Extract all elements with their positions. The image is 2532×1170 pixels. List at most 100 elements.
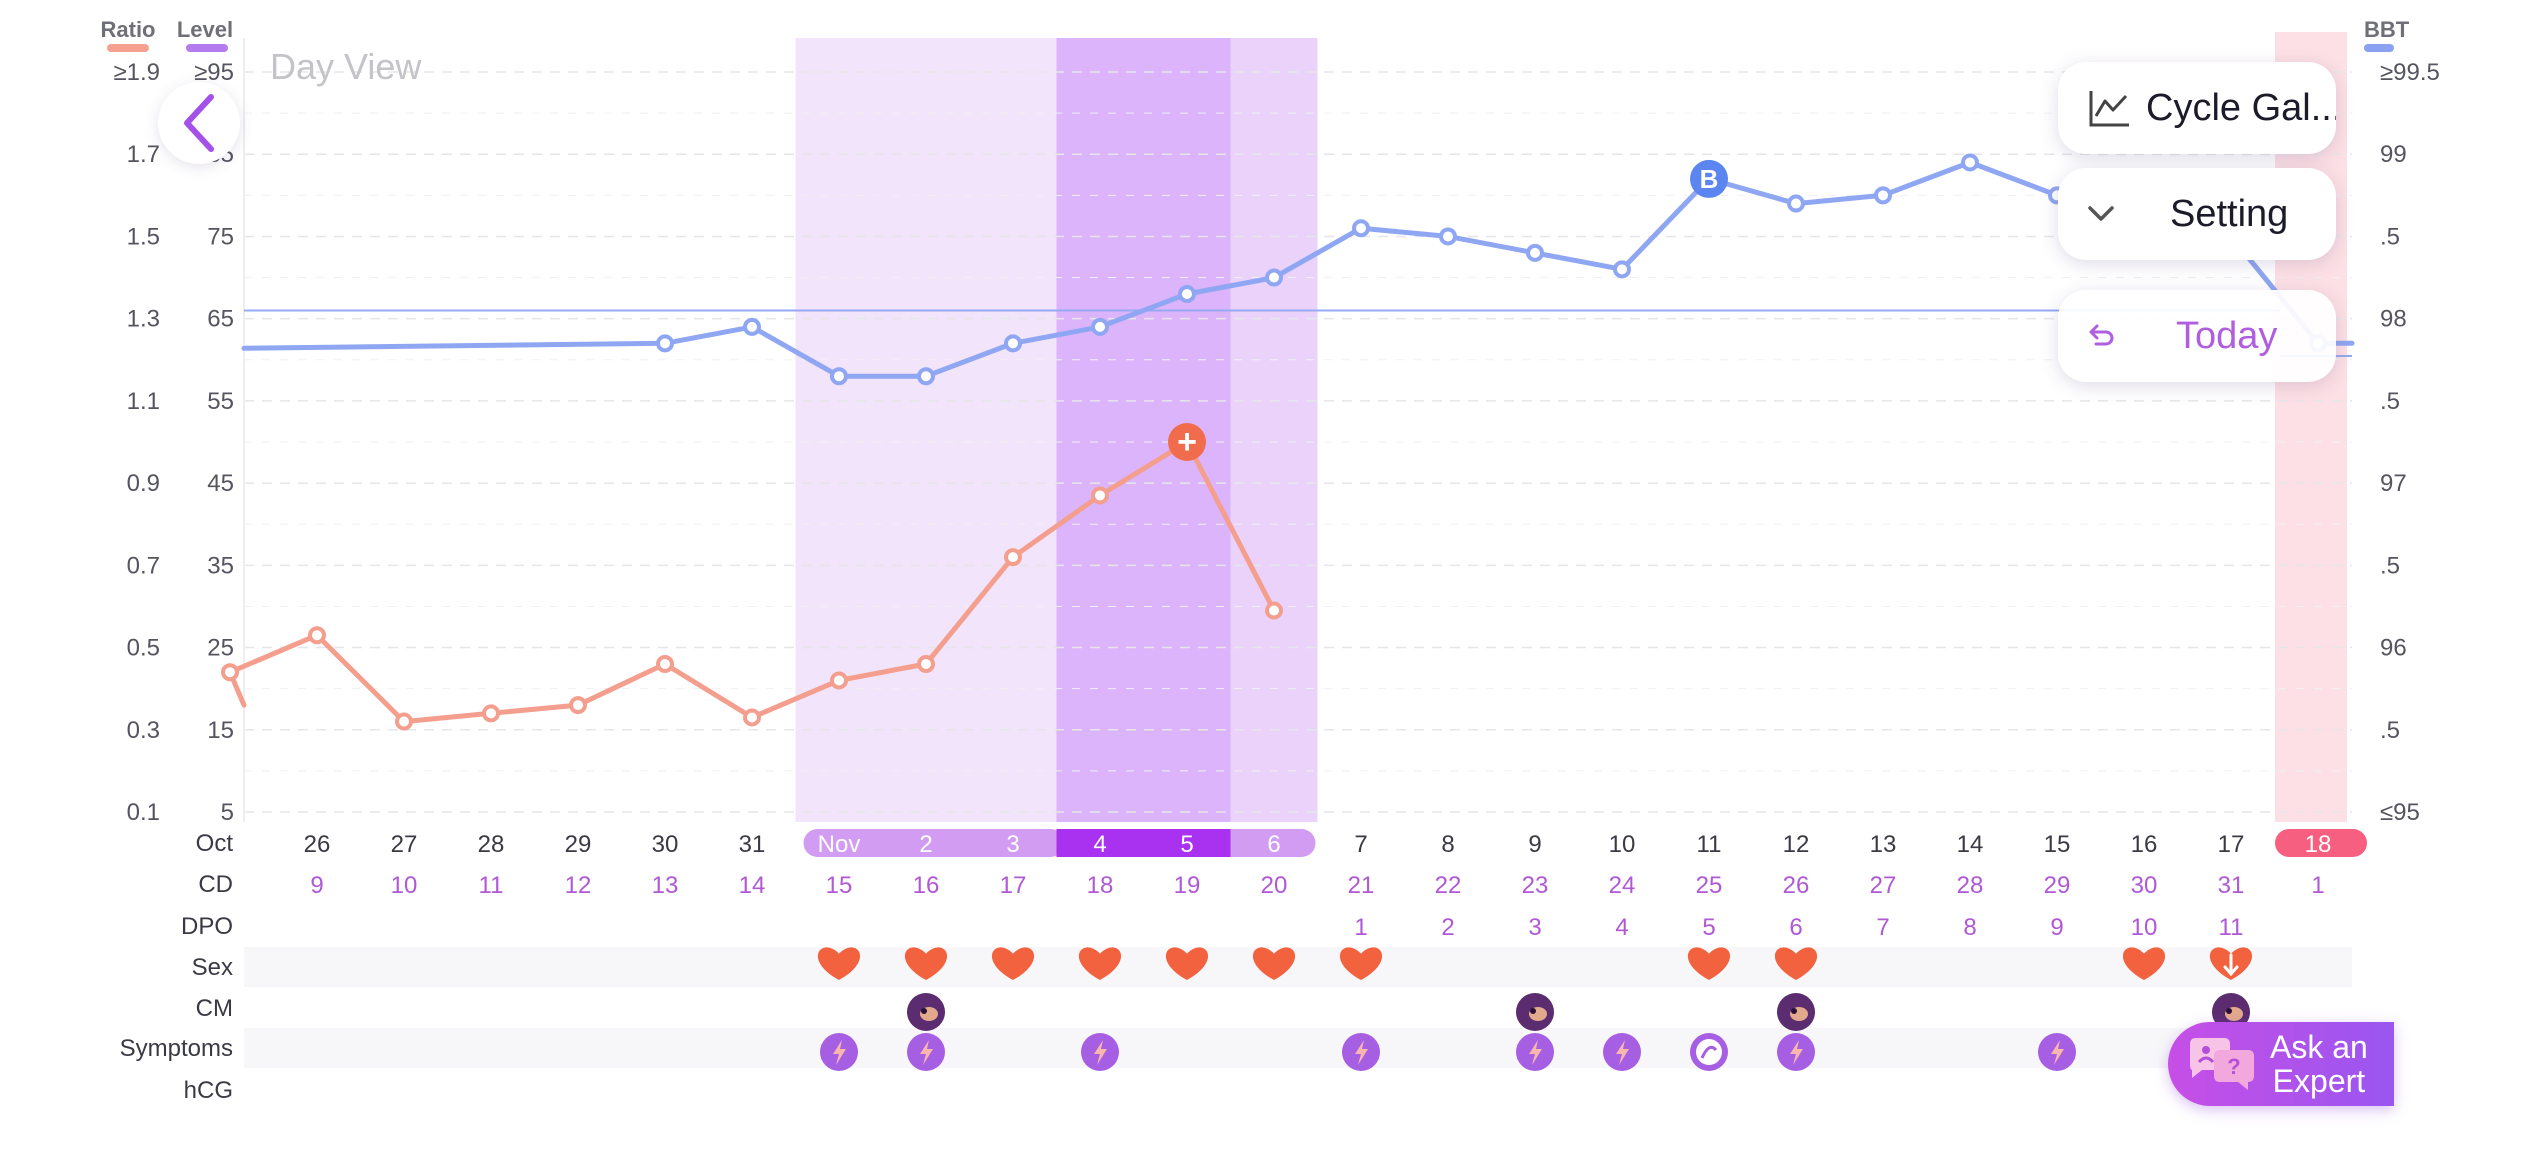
date-label: 29 [565,831,592,858]
cycle-day-label: 31 [2218,872,2245,899]
date-label: Nov [818,831,861,858]
dpo-label: 5 [1702,914,1715,941]
symptom-bolt-icon [1355,1040,1368,1065]
level-tick-label: 65 [207,306,234,333]
heart-icon [1165,947,1209,980]
date-label: 17 [2218,831,2245,858]
cycle-day-label: 21 [1348,872,1375,899]
level-point [917,655,935,673]
level-tick-label: 15 [207,717,234,744]
dpo-label: 6 [1789,914,1802,941]
level-point [656,655,674,673]
level-point [1091,486,1109,505]
cervical-mucus-icon-dot [1530,1008,1536,1014]
cycle-day-label: 17 [1000,872,1027,899]
ratio-key-swatch [107,44,149,52]
ask-expert-button[interactable]: ? Ask an Expert [2168,1022,2394,1106]
cycle-day-label: 29 [2044,872,2071,899]
heart-icon [1687,947,1731,980]
cycle-day-label: 12 [565,872,592,899]
row-label-1: CD [198,871,233,898]
bbt-tick-label: ≤95 [2380,799,2420,826]
symptom-icon-inner [1696,1039,1722,1065]
dpo-label: 3 [1528,914,1541,941]
bbt-point [830,367,848,386]
cervical-mucus-icon-dot [1791,1008,1797,1014]
row-label-4: CM [196,995,233,1022]
heart-icon [991,947,1035,980]
level-point [830,671,848,690]
bbt-marker [1690,159,1728,198]
bbt-point [1961,153,1979,172]
cycle-day-label: 9 [310,872,323,899]
cycle-gallery-label: Cycle Gal... [2146,86,2336,129]
cycle-day-label: 20 [1261,872,1288,899]
cycle-day-label: 11 [479,872,504,899]
date-label: 7 [1354,831,1367,858]
bbt-point [656,334,674,353]
row-label-6: hCG [184,1077,233,1104]
level-key-swatch [186,44,228,52]
date-label: 2 [919,831,932,858]
date-label: 12 [1783,831,1810,858]
heart-icon [1078,947,1122,980]
date-label: 28 [478,831,505,858]
dpo-label: 1 [1354,914,1367,941]
cycle-day-label: 13 [652,872,679,899]
peak-date-chip [1056,829,1231,857]
bbt-point [917,367,935,386]
heart-icon [1774,947,1818,980]
row-label-3: Sex [192,954,233,981]
peak-fertility-band [1056,38,1231,822]
symptom-bolt-icon [920,1040,933,1065]
cycle-day-label: 16 [913,872,940,899]
chat-bubbles-icon: ? [2190,1038,2254,1090]
level-tick-label: 45 [207,470,234,497]
bbt-tick-label: 99 [2380,141,2407,168]
cycle-day-label: 10 [391,872,418,899]
level-point [569,696,587,715]
undo-icon [2089,324,2114,346]
symptom-icon-mark [1700,1045,1718,1059]
bbt-tick-label: ≥99.5 [2380,59,2440,86]
level-point [395,712,413,731]
heart-icon [904,947,948,980]
ratio-tick-label: 0.7 [127,552,160,579]
date-label: 5 [1180,831,1193,858]
bbt-point [1091,317,1109,336]
cycle-gallery-button[interactable]: Cycle Gal... [2058,62,2336,154]
fertile-date-chip-join [1230,829,1261,857]
today-button[interactable]: Today [2058,290,2336,382]
back-button[interactable] [158,82,240,164]
date-label: 30 [652,831,679,858]
bbt-tick-label: .5 [2380,388,2400,415]
row-stripe [244,947,2352,987]
cycle-day-label: 24 [1609,872,1636,899]
date-label: 6 [1267,831,1280,858]
ask-expert-line-2: Expert [2272,1063,2366,1099]
ratio-tick-label: 1.7 [127,141,160,168]
ratio-tick-label: 1.5 [127,223,160,250]
cycle-day-label: 28 [1957,872,1984,899]
date-label: 18 [2305,831,2332,858]
cycle-day-label: 22 [1435,872,1462,899]
dpo-label: 10 [2131,914,2158,941]
bbt-tick-label: 97 [2380,470,2407,497]
dpo-label: 7 [1876,914,1889,941]
setting-button[interactable]: Setting [2058,168,2336,260]
heart-icon [1339,947,1383,980]
date-label: 16 [2131,831,2158,858]
ratio-axis-label: Ratio [101,17,156,42]
date-label: 26 [304,831,331,858]
cervical-mucus-icon-dot [2226,1008,2232,1014]
dpo-label: 8 [1963,914,1976,941]
period-date-chip [2275,829,2367,857]
ask-expert-label: Ask an Expert [2270,1030,2368,1098]
level-point [1004,548,1022,567]
date-label: 9 [1528,831,1541,858]
level-point [482,704,500,723]
level-marker [1168,423,1206,461]
heart-icon [1252,947,1296,980]
